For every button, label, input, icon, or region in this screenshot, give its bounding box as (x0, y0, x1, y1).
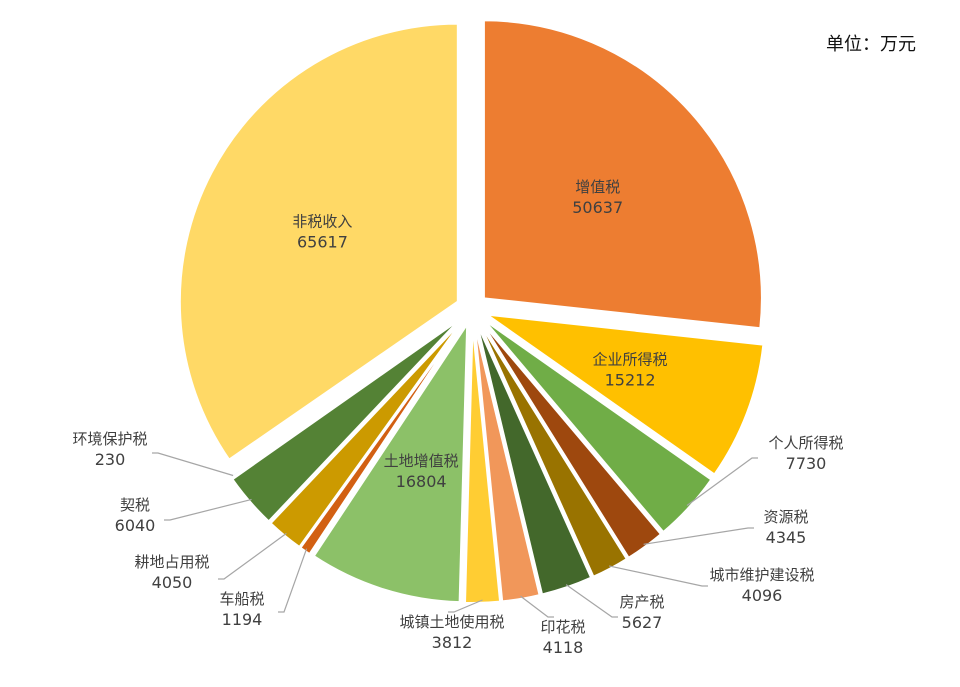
slice-label-6: 印花税 4118 (520, 595, 586, 657)
slice-label-9: 车船税 1194 (219, 548, 308, 629)
slice-label-name: 增值税 (575, 178, 620, 196)
pie-slice-11 (231, 318, 461, 523)
leader-line (152, 452, 234, 477)
pie-slice-1 (486, 313, 765, 476)
slice-label-7: 城镇土地使用税 3812 (399, 599, 505, 652)
pie-slice-4 (478, 322, 629, 579)
slice-label-name: 印花税 (540, 618, 585, 636)
slice-label-name: 土地增值税 (384, 452, 459, 470)
slice-label-name: 房产税 (619, 593, 664, 611)
slice-label-4: 城市维护建设税 4096 (608, 565, 815, 605)
slice-label-11: 契税 6040 (115, 496, 252, 535)
slice-label-name: 契税 (120, 496, 150, 514)
pie-slice-10 (269, 320, 463, 549)
slice-label-value: 5627 (622, 613, 663, 632)
slice-label-value: 6040 (115, 516, 156, 535)
pie-slice-13 (178, 22, 459, 462)
slice-label-name: 企业所得税 (593, 351, 668, 369)
slice-label-value: 50637 (572, 198, 623, 217)
slice-label-2: 个人所得税 7730 (686, 434, 844, 506)
leader-line (278, 548, 308, 613)
slice-label-5: 房产税 5627 (565, 584, 665, 632)
slice-label-1: 企业所得税 15212 (593, 351, 668, 390)
slice-label-value: 15212 (605, 371, 656, 390)
leader-line (686, 457, 758, 506)
pie-slice-9 (299, 321, 464, 556)
slice-label-value: 4345 (766, 528, 807, 547)
slice-label-value: 4118 (543, 638, 584, 657)
slice-label-name: 车船税 (219, 590, 264, 608)
pie-slice-8 (312, 320, 469, 604)
pie-slice-2 (483, 318, 713, 534)
slice-label-value: 1194 (222, 610, 263, 629)
leader-line (520, 595, 554, 618)
leader-line (218, 532, 287, 580)
slice-label-value: 4050 (152, 573, 193, 592)
slice-label-name: 环境保护税 (72, 430, 147, 448)
pie-slice-0 (482, 19, 763, 330)
slice-label-name: 城市维护建设税 (709, 566, 814, 584)
slice-label-0: 增值税 50637 (572, 178, 623, 217)
slice-label-12: 环境保护税 230 (72, 430, 234, 477)
slice-label-8: 土地增值税 16804 (384, 452, 459, 491)
slice-label-value: 65617 (297, 233, 348, 252)
leader-line (643, 527, 754, 545)
slice-label-3: 资源税 4345 (643, 508, 809, 547)
slice-label-value: 4096 (742, 586, 783, 605)
slice-label-13: 非税收入 65617 (292, 213, 352, 252)
pie-slice-5 (476, 323, 593, 596)
slice-label-name: 个人所得税 (768, 434, 843, 452)
leader-line (448, 599, 483, 613)
slice-label-name: 资源税 (763, 508, 808, 526)
pie-slice-7 (463, 324, 502, 604)
slice-label-value: 7730 (786, 454, 827, 473)
pie-slice-6 (473, 324, 541, 603)
slice-label-10: 耕地占用税 4050 (134, 532, 287, 592)
pie-slice-12 (228, 317, 460, 480)
slice-label-value: 3812 (432, 633, 473, 652)
slice-label-value: 16804 (396, 472, 447, 491)
leader-line (565, 584, 618, 618)
pie-slice-3 (480, 321, 663, 560)
slice-label-value: 230 (95, 450, 126, 469)
leader-line (608, 565, 708, 587)
leader-line (164, 498, 252, 521)
unit-label: 单位：万元 (826, 34, 916, 55)
slice-label-name: 非税收入 (292, 213, 352, 231)
slice-label-name: 城镇土地使用税 (399, 613, 504, 631)
slice-label-name: 耕地占用税 (134, 553, 209, 571)
